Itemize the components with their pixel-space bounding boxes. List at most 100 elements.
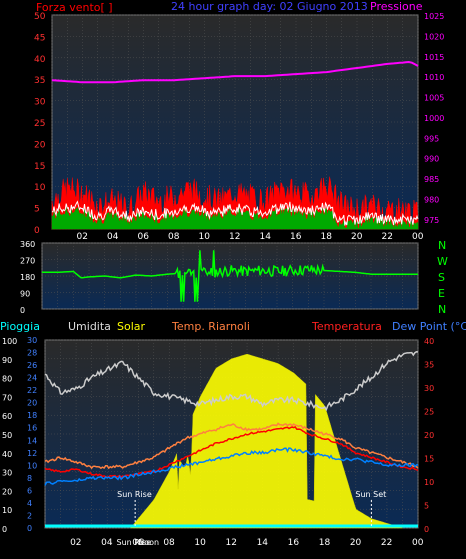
pressure-y-tick-label: 1005 bbox=[424, 94, 444, 103]
wind-direction-panel: 0 90 180 270 360 bbox=[20, 240, 419, 315]
sunrise-annotation: Sun Rise bbox=[117, 490, 152, 499]
dewpoint-y-tick-label: 16 bbox=[27, 424, 37, 433]
humidity-y-tick-label: 60 bbox=[2, 412, 12, 421]
direction-letter-n-bottom: N bbox=[438, 303, 446, 316]
pressure-y-tick-label: 1025 bbox=[424, 12, 444, 21]
legend-pioggia: Pioggia bbox=[0, 320, 40, 333]
wind-y-tick-label: 50 bbox=[34, 12, 46, 22]
temp-y-tick-label: 40 bbox=[424, 337, 434, 346]
wind-y-tick-label: 45 bbox=[34, 33, 45, 43]
solar-series bbox=[129, 353, 403, 529]
humidity-y-tick-label: 50 bbox=[2, 431, 12, 440]
direction-y-tick-label: 180 bbox=[20, 273, 35, 282]
sunrise-axis-annotation: Sun Rise bbox=[116, 538, 151, 547]
pressure-y-tick-label: 1010 bbox=[424, 73, 444, 82]
dewpoint-y-tick-label: 2 bbox=[27, 511, 32, 520]
graph-title: 24 hour graph day: 02 Giugno 2013 bbox=[171, 0, 368, 13]
wind-y-tick-label: 20 bbox=[34, 140, 46, 150]
wind-x-tick-label: 14 bbox=[260, 232, 272, 242]
temp-y-tick-label: 0 bbox=[424, 525, 429, 534]
wind-x-tick-label: 22 bbox=[382, 232, 393, 242]
temp-x-tick-label: 16 bbox=[288, 538, 300, 548]
wind-speed-line bbox=[52, 200, 419, 226]
legend-dew-point: Dew Point (°C) bbox=[392, 320, 466, 333]
wind-y-tick-label: 25 bbox=[34, 119, 45, 129]
wind-x-tick-label: 12 bbox=[229, 232, 240, 242]
legend-temp-riarnoli: Temp. Riarnoli bbox=[171, 320, 250, 333]
temp-y-tick-label: 20 bbox=[424, 431, 434, 440]
temp-riarnoli-series bbox=[44, 422, 419, 470]
wind-y-tick-label: 40 bbox=[34, 55, 46, 65]
pressure-y-tick-label: 990 bbox=[424, 155, 439, 164]
temp-x-tick-label: 00 bbox=[412, 538, 424, 548]
direction-series bbox=[42, 250, 418, 302]
wind-x-tick-label: 18 bbox=[321, 232, 333, 242]
wind-y-tick-label: 15 bbox=[34, 162, 45, 172]
temp-x-tick-label: 10 bbox=[194, 538, 206, 548]
direction-y-tick-label: 360 bbox=[20, 240, 35, 249]
pressure-y-tick-label: 995 bbox=[424, 134, 439, 143]
humidity-y-tick-label: 70 bbox=[2, 393, 12, 402]
temp-y-tick-label: 30 bbox=[424, 384, 434, 393]
wind-x-tick-label: 20 bbox=[351, 232, 363, 242]
temp-x-tick-label: 14 bbox=[257, 538, 269, 548]
dewpoint-y-tick-label: 8 bbox=[27, 474, 32, 483]
pressure-y-tick-label: 980 bbox=[424, 195, 439, 204]
humidity-y-tick-label: 90 bbox=[2, 356, 12, 365]
dewpoint-y-tick-label: 4 bbox=[27, 499, 32, 508]
wind-y-tick-label: 5 bbox=[34, 205, 40, 215]
dewpoint-y-tick-label: 0 bbox=[27, 524, 32, 533]
bottom-legend: Pioggia Umidita Solar Temp. Riarnoli Tem… bbox=[0, 320, 466, 333]
pressure-y-tick-label: 1000 bbox=[424, 114, 444, 123]
humidity-y-tick-label: 10 bbox=[2, 506, 12, 515]
pressure-y-tick-label: 1020 bbox=[424, 32, 444, 41]
direction-letter-n-top: N bbox=[438, 239, 446, 252]
dewpoint-y-tick-label: 26 bbox=[27, 361, 37, 370]
dewpoint-series bbox=[44, 447, 419, 486]
wind-y-tick-label: 35 bbox=[34, 76, 45, 86]
dewpoint-y-tick-label: 18 bbox=[27, 411, 37, 420]
pressure-y-tick-label: 1015 bbox=[424, 53, 444, 62]
direction-y-tick-label: 90 bbox=[20, 290, 30, 299]
humidity-y-tick-label: 30 bbox=[2, 469, 12, 478]
temperature-humidity-panel: 0102030405060708090100024681012141618202… bbox=[2, 336, 434, 548]
temp-x-tick-label: 06 bbox=[132, 538, 144, 548]
humidity-y-tick-label: 80 bbox=[2, 375, 12, 384]
direction-letters: N W S E N bbox=[437, 239, 448, 316]
direction-y-tick-label: 0 bbox=[20, 306, 25, 315]
dewpoint-y-tick-label: 6 bbox=[27, 486, 32, 495]
direction-y-tick-label: 270 bbox=[20, 257, 35, 266]
wind-y-tick-label: 30 bbox=[34, 98, 46, 108]
direction-letter-w: W bbox=[437, 255, 448, 268]
legend-umidita: Umidita bbox=[68, 320, 111, 333]
humidity-y-tick-label: 40 bbox=[2, 450, 12, 459]
humidity-series bbox=[44, 351, 419, 412]
legend-temperatura: Temperatura bbox=[311, 320, 382, 333]
humidity-y-tick-label: 0 bbox=[2, 525, 7, 534]
wind-pressure-panel: 0510152025303540455097598098599099510001… bbox=[34, 12, 444, 242]
dewpoint-y-tick-label: 14 bbox=[27, 436, 37, 445]
wind-y-tick-label: 10 bbox=[34, 183, 46, 193]
wind-x-tick-label: 02 bbox=[77, 232, 88, 242]
legend-solar: Solar bbox=[117, 320, 146, 333]
direction-letter-e: E bbox=[438, 287, 445, 300]
humidity-y-tick-label: 100 bbox=[2, 337, 17, 346]
temp-x-tick-label: 18 bbox=[319, 538, 331, 548]
temp-x-tick-label: 12 bbox=[226, 538, 237, 548]
temp-x-tick-label: 08 bbox=[163, 538, 175, 548]
wind-x-tick-label: 06 bbox=[138, 232, 150, 242]
dewpoint-y-tick-label: 24 bbox=[27, 374, 37, 383]
wind-axis-label: Forza vento[ ] bbox=[36, 1, 113, 14]
dewpoint-y-tick-label: 30 bbox=[27, 336, 37, 345]
sunset-annotation: Sun Set bbox=[355, 490, 386, 499]
average-wind-series bbox=[51, 206, 419, 230]
dewpoint-y-tick-label: 20 bbox=[27, 399, 37, 408]
direction-letter-s: S bbox=[438, 271, 445, 284]
dewpoint-y-tick-label: 12 bbox=[27, 449, 37, 458]
wind-x-tick-label: 00 bbox=[412, 232, 424, 242]
temp-y-tick-label: 35 bbox=[424, 361, 434, 370]
wind-x-tick-label: 04 bbox=[107, 232, 119, 242]
dewpoint-y-tick-label: 22 bbox=[27, 386, 37, 395]
temp-y-tick-label: 10 bbox=[424, 478, 434, 487]
